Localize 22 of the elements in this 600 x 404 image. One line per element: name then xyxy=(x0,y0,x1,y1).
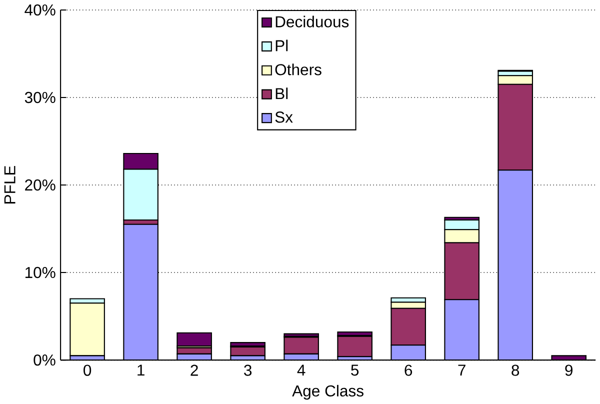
x-tick-label: 8 xyxy=(512,364,520,376)
x-tick-label: 9 xyxy=(565,364,572,376)
y-tick-label: 10% xyxy=(25,266,56,278)
y-tick-label: 0% xyxy=(34,354,56,366)
x-tick-label: 5 xyxy=(351,364,359,376)
x-tick-label: 7 xyxy=(458,364,466,376)
y-tick-label: 40% xyxy=(24,4,56,16)
legend-label: Others xyxy=(275,64,322,76)
y-tick-label: 20% xyxy=(25,179,56,191)
legend-label: Deciduous xyxy=(276,16,349,28)
x-tick-label: 6 xyxy=(404,364,412,376)
x-tick-label: 4 xyxy=(297,364,306,376)
x-axis-title: Age Class xyxy=(292,384,364,400)
x-tick-label: 3 xyxy=(244,364,252,376)
x-tick-label: 2 xyxy=(190,364,198,376)
x-tick-label: 0 xyxy=(84,364,92,376)
legend-label: Sx xyxy=(275,112,293,123)
y-tick-label: 30% xyxy=(24,92,56,104)
x-tick-label: 1 xyxy=(138,364,144,376)
legend-label: Pl xyxy=(276,40,288,52)
legend-label: Bl xyxy=(276,88,288,100)
y-axis-title: PFLE xyxy=(4,166,16,204)
